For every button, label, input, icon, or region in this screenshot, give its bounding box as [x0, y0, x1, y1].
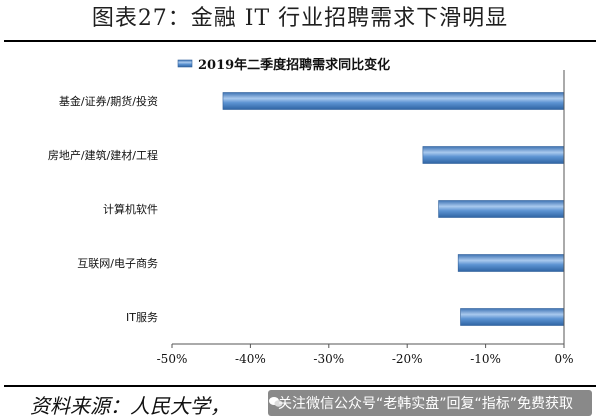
bar: [422, 146, 565, 164]
legend-swatch: [177, 59, 193, 68]
watermark-text: 关注微信公众号“老韩实盘”回复“指标”免费获取: [278, 396, 574, 412]
x-tick-label: -30%: [313, 352, 344, 366]
category-label: 房地产/建筑/建材/工程: [48, 148, 158, 162]
x-tick-label: -10%: [470, 352, 501, 366]
figure-title: 图表27：金融 IT 行业招聘需求下滑明显: [91, 6, 509, 31]
x-tick-label: -20%: [392, 352, 423, 366]
x-tick-label: -50%: [157, 352, 188, 366]
bars: [222, 92, 565, 326]
category-label: 基金/证券/期货/投资: [59, 94, 158, 108]
bar: [460, 308, 565, 326]
figure-footer: 资料来源：人民大学， 关注微信公众号“老韩实盘”回复“指标”免费获取: [0, 384, 600, 418]
category-label: 互联网/电子商务: [77, 256, 158, 270]
bar: [457, 254, 565, 272]
category-label: 计算机软件: [103, 202, 158, 216]
source-note: 资料来源：人民大学，: [30, 394, 230, 418]
footer-divider: [4, 385, 596, 387]
x-tick-label: 0%: [554, 352, 573, 366]
chart-legend: 2019年二季度招聘需求同比变化: [177, 57, 390, 73]
bar-chart: 2019年二季度招聘需求同比变化 基金/证券/期货/投资房地产/建筑/建材/工程…: [48, 57, 574, 366]
x-axis: -50% -40% -30% -20% -10% 0%: [157, 70, 574, 366]
legend-label: 2019年二季度招聘需求同比变化: [198, 57, 390, 73]
bar: [222, 92, 565, 110]
wechat-icon: [269, 397, 283, 407]
wechat-watermark: 关注微信公众号“老韩实盘”回复“指标”免费获取: [268, 390, 592, 416]
bar: [438, 200, 565, 218]
title-divider: [4, 40, 596, 42]
category-label: IT服务: [126, 311, 158, 324]
x-tick-label: -40%: [235, 352, 266, 366]
